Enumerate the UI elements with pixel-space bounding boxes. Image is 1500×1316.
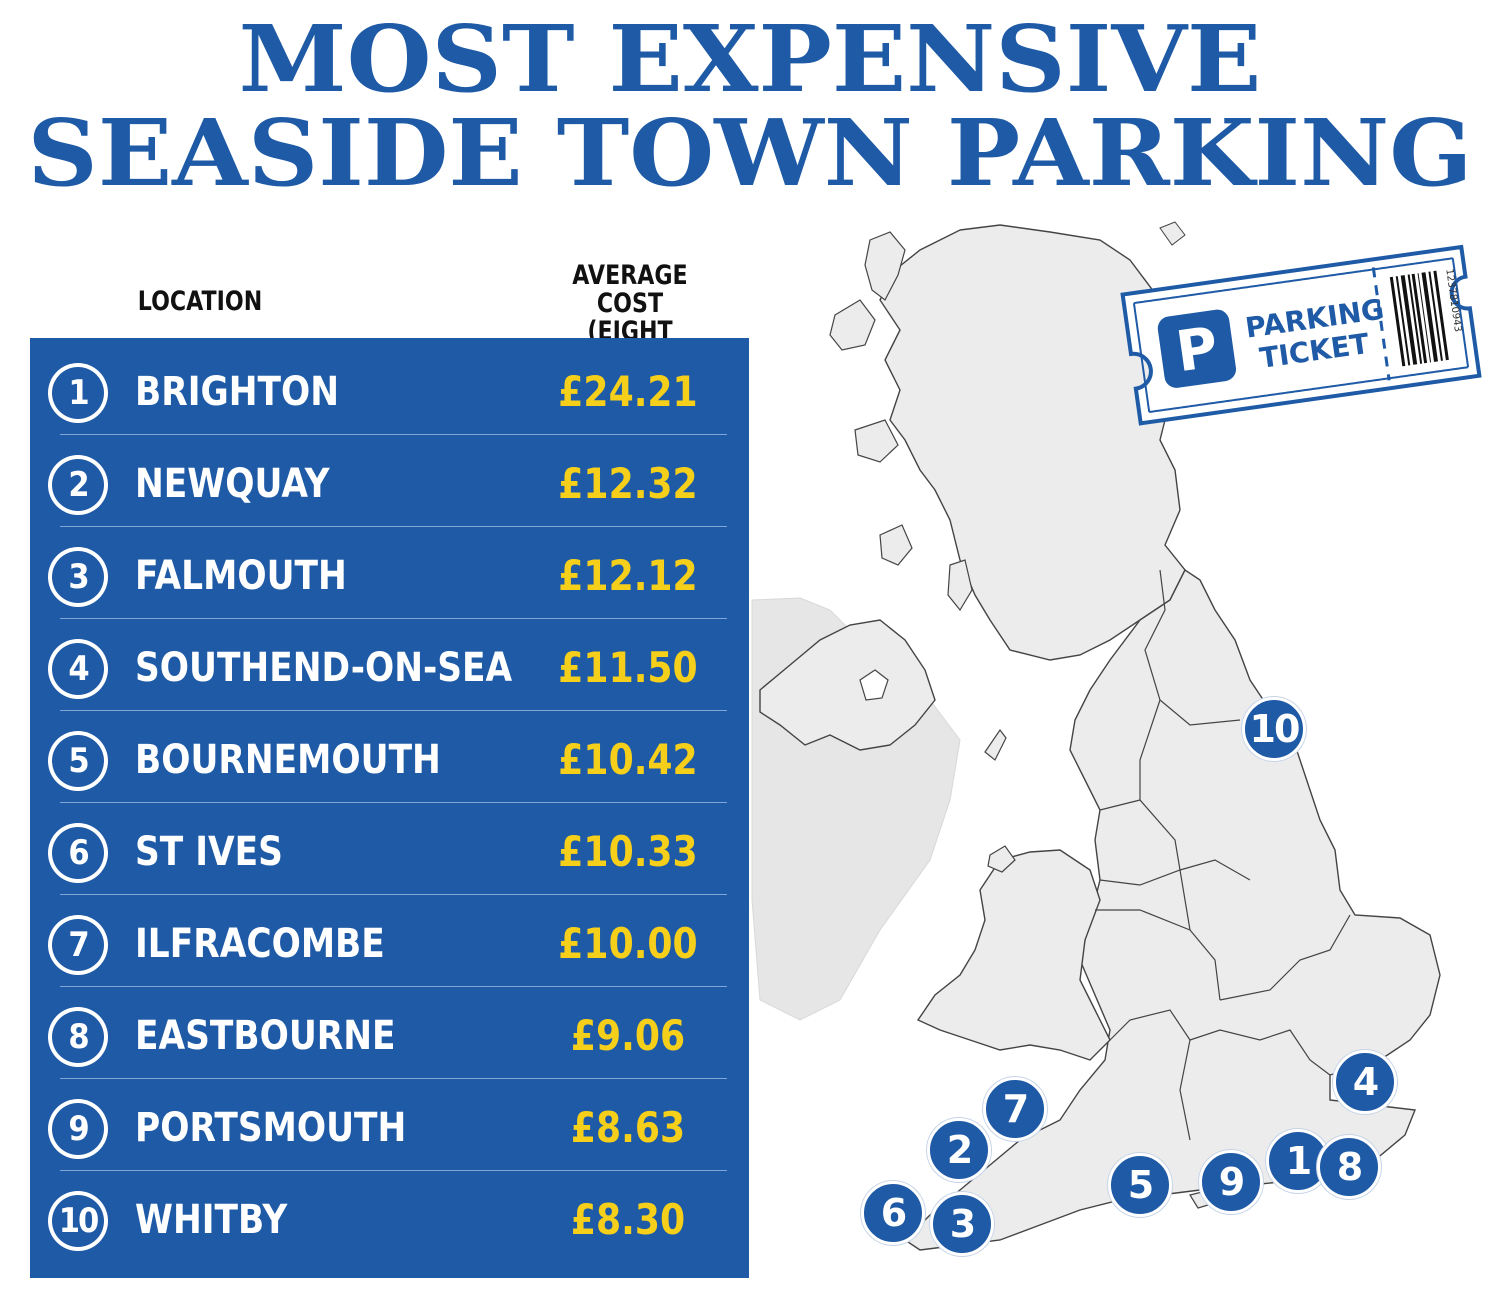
rank-number: 5 — [52, 735, 104, 787]
outer-hebrides — [864, 231, 906, 301]
cost-value: £8.30 — [570, 1195, 686, 1244]
map-pin-whitby[interactable]: 10 — [1242, 697, 1306, 761]
cost-value: £8.63 — [570, 1103, 686, 1152]
title-line-2: SEASIDE TOWN PARKING — [27, 99, 1473, 207]
location-name: SOUTHEND-ON-SEA — [135, 645, 513, 691]
location-name: FALMOUTH — [135, 553, 347, 599]
location-name: BRIGHTON — [135, 369, 340, 415]
cost-value: £9.06 — [570, 1011, 686, 1060]
row-divider — [60, 618, 727, 619]
skye — [829, 299, 876, 351]
rank-badge: 8 — [48, 1007, 108, 1067]
northern-ireland — [759, 619, 936, 751]
cost-value: £10.00 — [558, 919, 698, 968]
rank-badge: 3 — [48, 547, 108, 607]
cost-value: £12.32 — [558, 459, 698, 508]
row-divider — [60, 1078, 727, 1079]
table-row: 4 SOUTHEND-ON-SEA £11.50 — [30, 619, 749, 711]
table-row: 8 EASTBOURNE £9.06 — [30, 987, 749, 1079]
location-name: ST IVES — [135, 829, 283, 875]
map-pin-st-ives[interactable]: 6 — [861, 1181, 925, 1245]
row-divider — [60, 802, 727, 803]
rank-badge: 7 — [48, 915, 108, 975]
rank-badge: 1 — [48, 363, 108, 423]
column-header-cost-line-1: AVERAGE COST — [572, 260, 688, 319]
table-row: 2 NEWQUAY £12.32 — [30, 435, 749, 527]
table-row: 10 WHITBY £8.30 — [30, 1171, 749, 1263]
cost-value: £24.21 — [558, 367, 698, 416]
row-divider — [60, 894, 727, 895]
barcode — [1389, 270, 1449, 367]
rank-number: 3 — [52, 551, 104, 603]
title-line-1: MOST EXPENSIVE — [238, 5, 1262, 113]
row-divider — [60, 710, 727, 711]
rank-badge: 5 — [48, 731, 108, 791]
location-name: ILFRACOMBE — [135, 921, 385, 967]
rank-badge: 6 — [48, 823, 108, 883]
location-name: NEWQUAY — [135, 461, 330, 507]
column-header-location: LOCATION — [137, 286, 263, 317]
map-pin-southend-on-sea[interactable]: 4 — [1333, 1050, 1397, 1114]
table-row: 3 FALMOUTH £12.12 — [30, 527, 749, 619]
row-divider — [60, 434, 727, 435]
cost-value: £12.12 — [558, 551, 698, 600]
map-pin-bournemouth[interactable]: 5 — [1108, 1153, 1172, 1217]
map-pin-newquay[interactable]: 2 — [927, 1118, 991, 1182]
rank-badge: 9 — [48, 1099, 108, 1159]
arran — [947, 559, 973, 612]
lough-neagh — [859, 669, 889, 701]
wales — [916, 849, 1111, 1061]
rank-badge: 10 — [48, 1191, 108, 1251]
page-title: MOST EXPENSIVE SEASIDE TOWN PARKING — [0, 12, 1500, 200]
table-row: 9 PORTSMOUTH £8.63 — [30, 1079, 749, 1171]
region-boundaries — [1095, 569, 1351, 1141]
rank-badge: 2 — [48, 455, 108, 515]
table-row: 6 ST IVES £10.33 — [30, 803, 749, 895]
location-name: PORTSMOUTH — [135, 1105, 407, 1151]
ranking-table: 1 BRIGHTON £24.21 2 NEWQUAY £12.32 3 FAL… — [30, 338, 749, 1278]
map-pin-eastbourne[interactable]: 8 — [1317, 1135, 1381, 1199]
location-name: WHITBY — [135, 1197, 288, 1243]
rank-badge: 4 — [48, 639, 108, 699]
table-row: 1 BRIGHTON £24.21 — [30, 343, 749, 435]
cost-value: £11.50 — [558, 643, 698, 692]
rank-number: 9 — [52, 1103, 104, 1155]
orkney — [1159, 221, 1186, 246]
rank-number: 7 — [52, 919, 104, 971]
location-name: EASTBOURNE — [135, 1013, 396, 1059]
map-pin-portsmouth[interactable]: 9 — [1199, 1150, 1263, 1214]
parking-ticket-graphic: P PARKING TICKET 1237810943 — [1120, 244, 1482, 426]
rank-number: 10 — [52, 1195, 104, 1247]
cost-value: £10.42 — [558, 735, 698, 784]
rank-number: 1 — [52, 367, 104, 419]
mull — [854, 419, 899, 463]
map-pin-brighton[interactable]: 1 — [1266, 1129, 1330, 1193]
rank-number: 4 — [52, 643, 104, 695]
row-divider — [60, 1170, 727, 1171]
row-divider — [60, 526, 727, 527]
islay — [879, 524, 913, 566]
map-pin-ilfracombe[interactable]: 7 — [983, 1077, 1047, 1141]
rank-number: 6 — [52, 827, 104, 879]
location-name: BOURNEMOUTH — [135, 737, 441, 783]
ticket-p-letter: P — [1172, 315, 1222, 385]
cost-value: £10.33 — [558, 827, 698, 876]
table-row: 7 ILFRACOMBE £10.00 — [30, 895, 749, 987]
isle-of-man — [984, 728, 1007, 761]
rank-number: 2 — [52, 459, 104, 511]
rank-number: 8 — [52, 1011, 104, 1063]
table-row: 5 BOURNEMOUTH £10.42 — [30, 711, 749, 803]
map-pin-falmouth[interactable]: 3 — [930, 1192, 994, 1256]
anglesey — [987, 845, 1016, 873]
uk-map — [751, 221, 1441, 1251]
row-divider — [60, 986, 727, 987]
